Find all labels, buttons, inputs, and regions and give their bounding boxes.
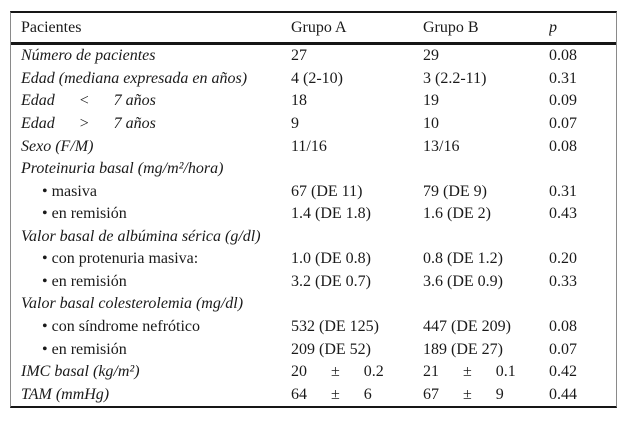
row-label: • en remisión (42, 273, 127, 290)
table-row: Número de pacientes 27 29 0.08 (11, 45, 616, 68)
grupo-b-value: 79 (DE 9) (423, 183, 487, 200)
grupo-a-value: 9 (291, 115, 299, 132)
grupo-a-value: 1.0 (DE 0.8) (291, 251, 371, 268)
section-label: Valor basal colesterolemia (mg/dl) (21, 296, 244, 313)
p-value: 0.20 (549, 251, 577, 268)
table-row: Sexo (F/M) 11/16 13/16 0.08 (11, 135, 616, 158)
grupo-b-value: 67 ± 9 (423, 386, 504, 403)
table-row: TAM (mmHg) 64 ± 6 67 ± 9 0.44 (11, 383, 616, 406)
grupo-b-value: 189 (DE 27) (423, 341, 503, 358)
table-row: Edad (mediana expresada en años) 4 (2-10)… (11, 68, 616, 91)
row-label: • masiva (42, 183, 97, 200)
column-header-grupo-a: Grupo A (291, 19, 347, 36)
p-value: 0.08 (549, 319, 577, 336)
column-header-p: p (549, 19, 557, 36)
p-value: 0.42 (549, 364, 577, 381)
grupo-b-value: 19 (423, 93, 439, 110)
row-label: Edad < 7 años (21, 93, 156, 110)
p-value: 0.07 (549, 115, 577, 132)
row-label: • en remisión (42, 206, 127, 223)
grupo-b-value: 29 (423, 48, 439, 65)
table-row: Edad < 7 años 18 19 0.09 (11, 90, 616, 113)
section-label: Proteinuria basal (mg/m²/hora) (21, 161, 224, 178)
patients-comparison-table: Pacientes Grupo A Grupo B p Número de pa… (10, 11, 617, 408)
bullet-icon: • (42, 183, 52, 200)
table-row: Valor basal colesterolemia (mg/dl) (11, 293, 616, 316)
grupo-a-value: 1.4 (DE 1.8) (291, 206, 371, 223)
table-row: Edad > 7 años 9 10 0.07 (11, 113, 616, 136)
p-value: 0.33 (549, 273, 577, 290)
grupo-a-value: 209 (DE 52) (291, 341, 371, 358)
section-label: Valor basal de albúmina sérica (g/dl) (21, 228, 261, 245)
table-row: Valor basal de albúmina sérica (g/dl) (11, 226, 616, 249)
p-value: 0.31 (549, 183, 577, 200)
row-label: • en remisión (42, 341, 127, 358)
row-label: • con protenuria masiva: (42, 251, 199, 268)
table-row: • en remisión 209 (DE 52) 189 (DE 27) 0.07 (11, 338, 616, 361)
table-row: • en remisión 1.4 (DE 1.8) 1.6 (DE 2) 0.43 (11, 203, 616, 226)
grupo-a-value: 20 ± 0.2 (291, 364, 384, 381)
grupo-a-value: 3.2 (DE 0.7) (291, 273, 371, 290)
row-label: Sexo (F/M) (21, 138, 94, 155)
grupo-b-value: 13/16 (423, 138, 460, 155)
p-value: 0.31 (549, 70, 577, 87)
grupo-a-value: 532 (DE 125) (291, 319, 379, 336)
row-label: TAM (mmHg) (21, 386, 110, 403)
p-value: 0.43 (549, 206, 577, 223)
table-row: • masiva 67 (DE 11) 79 (DE 9) 0.31 (11, 180, 616, 203)
column-header-grupo-b: Grupo B (423, 19, 479, 36)
grupo-b-value: 0.8 (DE 1.2) (423, 251, 503, 268)
bullet-icon: • (42, 251, 52, 268)
grupo-b-value: 3.6 (DE 0.9) (423, 273, 503, 290)
grupo-a-value: 18 (291, 93, 307, 110)
p-value: 0.44 (549, 386, 577, 403)
bullet-icon: • (42, 341, 52, 358)
row-label: Edad (mediana expresada en años) (21, 70, 248, 87)
table-row: • con protenuria masiva: 1.0 (DE 0.8) 0.8 … (11, 248, 616, 271)
p-value: 0.08 (549, 48, 577, 65)
grupo-b-value: 1.6 (DE 2) (423, 206, 491, 223)
table-row: IMC basal (kg/m²) 20 ± 0.2 21 ± 0.1 0.42 (11, 361, 616, 384)
row-label: Número de pacientes (21, 48, 156, 65)
row-label: • con síndrome nefrótico (42, 319, 201, 336)
grupo-a-value: 67 (DE 11) (291, 183, 363, 200)
grupo-b-value: 447 (DE 209) (423, 319, 511, 336)
grupo-a-value: 4 (2-10) (291, 70, 343, 87)
grupo-a-value: 11/16 (291, 138, 327, 155)
grupo-a-value: 64 ± 6 (291, 386, 372, 403)
row-label: Edad > 7 años (21, 115, 156, 132)
grupo-b-value: 10 (423, 115, 439, 132)
grupo-b-value: 3 (2.2-11) (423, 70, 487, 87)
p-value: 0.09 (549, 93, 577, 110)
grupo-a-value: 27 (291, 48, 307, 65)
column-header-pacientes: Pacientes (21, 19, 82, 36)
table-row: • en remisión 3.2 (DE 0.7) 3.6 (DE 0.9) 0.3… (11, 271, 616, 294)
table-row: Proteinuria basal (mg/m²/hora) (11, 158, 616, 181)
table-body: Número de pacientes 27 29 0.08 Edad (mediana… (11, 45, 616, 406)
grupo-b-value: 21 ± 0.1 (423, 364, 516, 381)
p-value: 0.08 (549, 138, 577, 155)
table-row: • con síndrome nefrótico 532 (DE 125) 447 … (11, 316, 616, 339)
row-label: IMC basal (kg/m²) (21, 364, 140, 381)
bullet-icon: • (42, 319, 52, 336)
p-value: 0.07 (549, 341, 577, 358)
bullet-icon: • (42, 273, 52, 290)
table-header-row: Pacientes Grupo A Grupo B p (11, 13, 616, 45)
bullet-icon: • (42, 206, 52, 223)
